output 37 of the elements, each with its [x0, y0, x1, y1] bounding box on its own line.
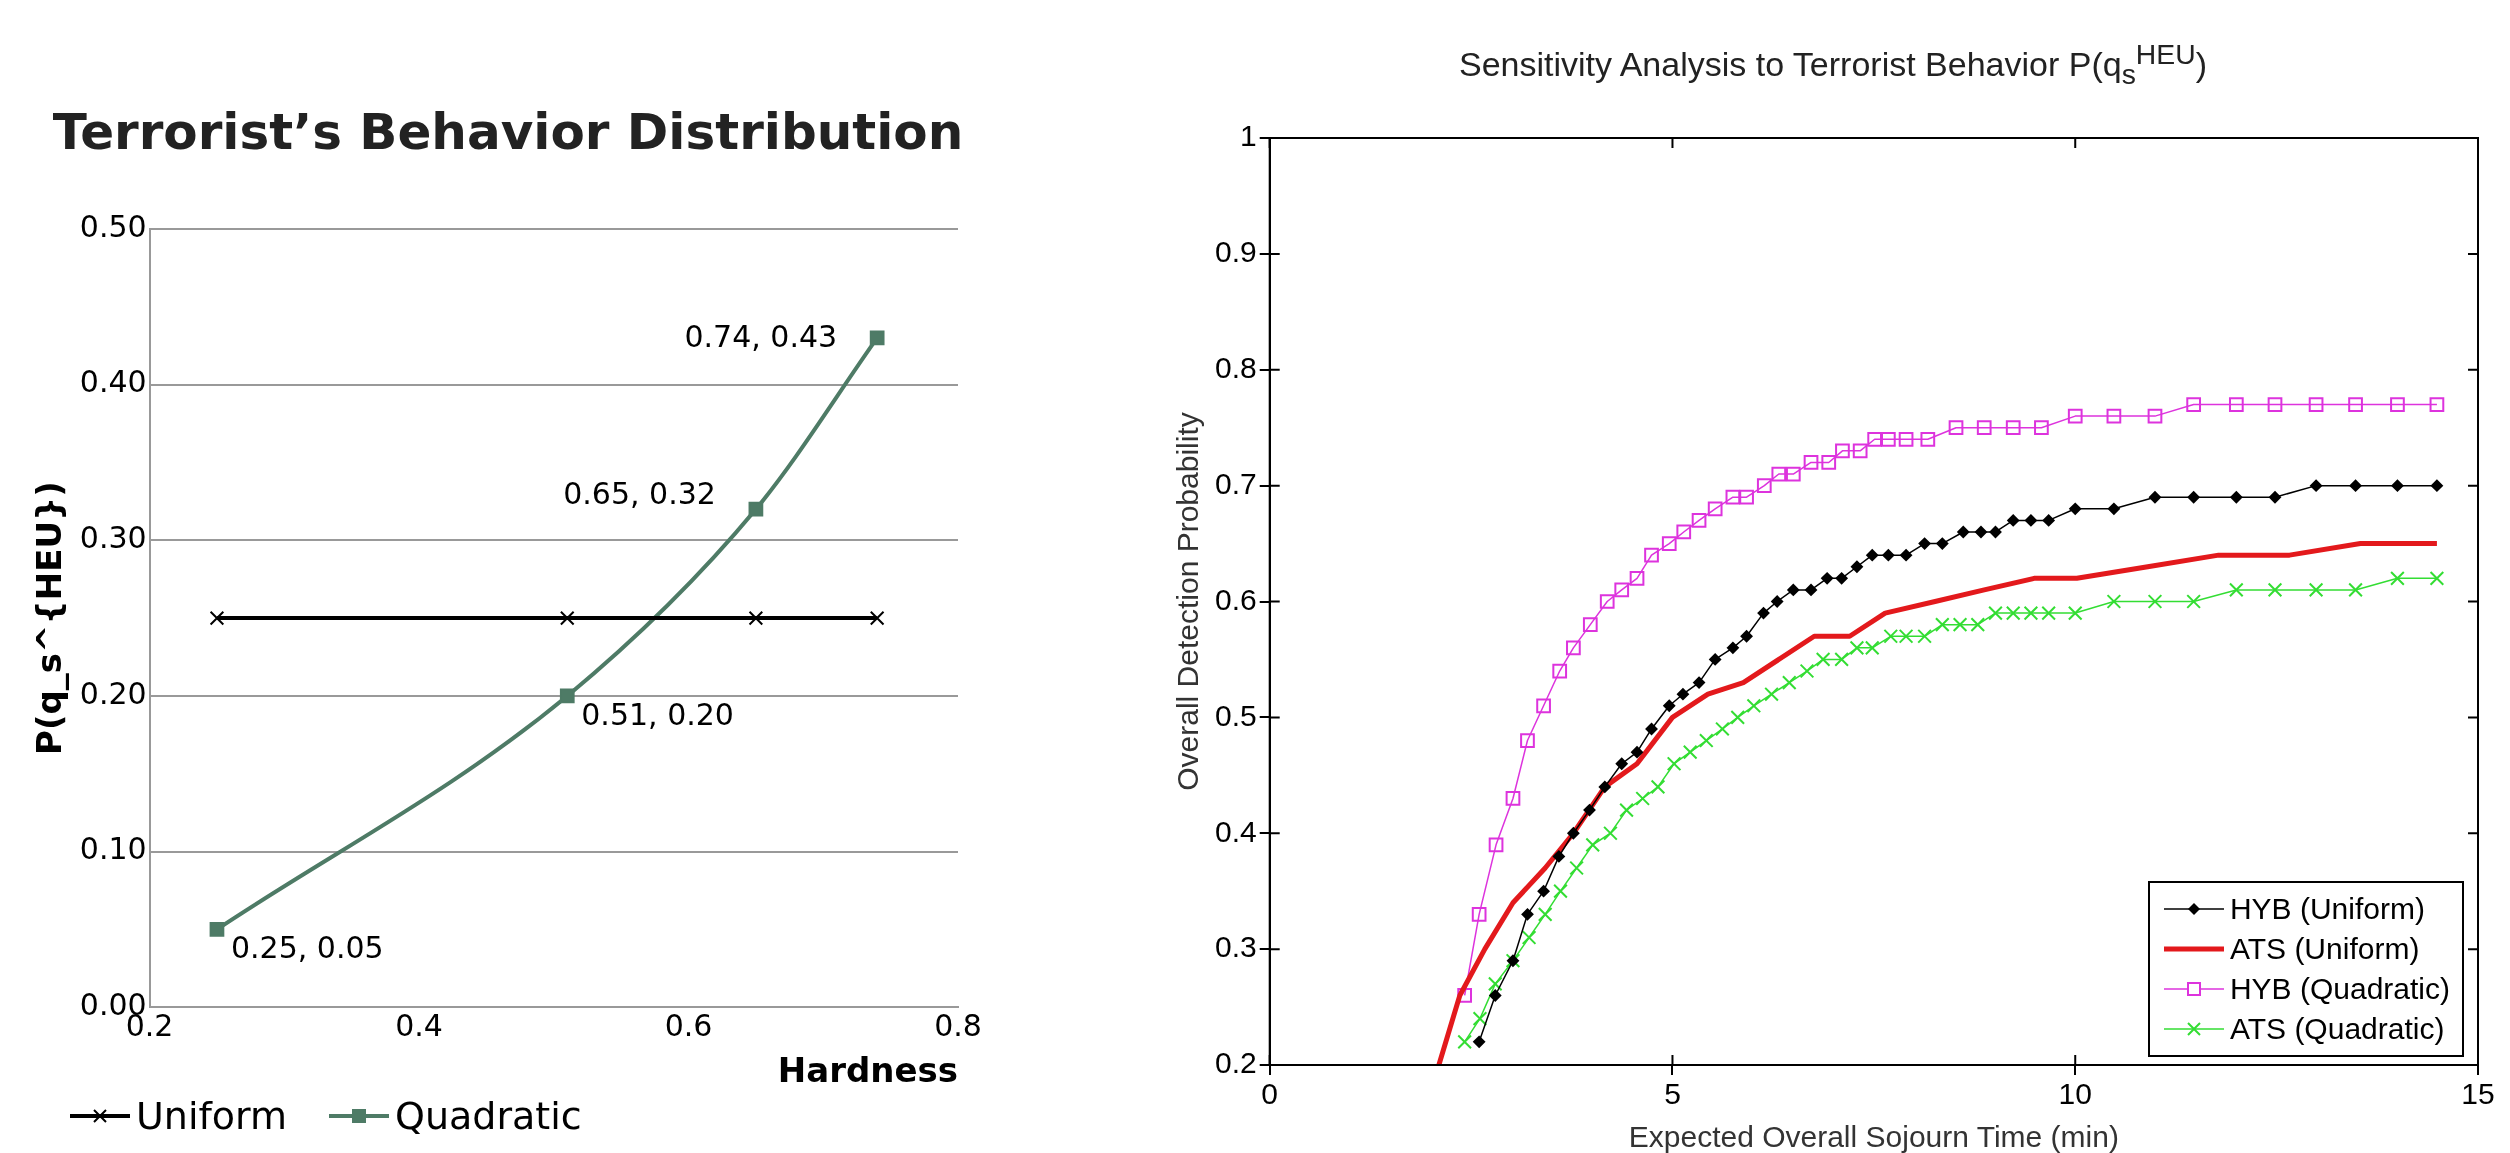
chart-title: Sensitivity Analysis to Terrorist Behavior P(q$_{s}$$^{HEU}$) — [1458, 38, 2208, 92]
x-tick-label: 0.8 — [934, 1008, 982, 1043]
y-tick-label: 0.5 — [1214, 698, 1257, 732]
y-tick-label: 0.6 — [1214, 582, 1257, 616]
x-tick-label: 0.4 — [395, 1008, 443, 1043]
x-tick-label: 15 — [2461, 1077, 2495, 1111]
y-tick-label: 0.2 — [1214, 1046, 1257, 1080]
y-axis-title: P(q_s^{HEU}) — [29, 481, 70, 755]
data-label: 0.65, 0.32 — [563, 475, 716, 511]
y-tick-label: 0.9 — [1214, 235, 1257, 269]
y-axis-title: Overall Detection Probability — [1171, 412, 1205, 791]
data-label: 0.74, 0.43 — [684, 318, 838, 354]
legend-label: HYB (Uniform) — [2229, 891, 2425, 927]
legend-label: Quadratic — [395, 1094, 582, 1138]
legend-label: ATS (Quadratic) — [2229, 1011, 2445, 1047]
y-tick-label: 0.3 — [1214, 930, 1257, 964]
chart-title: Terrorist’s Behavior Distribution — [51, 103, 965, 161]
y-tick-label: 0.10 — [79, 831, 147, 867]
legend-label: ATS (Uniform) — [2229, 931, 2420, 967]
data-label: 0.51, 0.20 — [581, 696, 734, 732]
y-tick-label: 0.50 — [79, 208, 147, 244]
y-tick-label: 0.30 — [79, 520, 147, 556]
y-tick-label: 0.4 — [1214, 814, 1257, 848]
y-tick-label: 0.7 — [1214, 466, 1257, 500]
x-axis-title: Hardness — [777, 1050, 958, 1091]
y-tick-label: 1 — [1240, 119, 1257, 153]
data-label: 0.25, 0.05 — [230, 930, 384, 966]
x-tick-label: 0.6 — [664, 1008, 713, 1043]
y-tick-label: 0.20 — [79, 675, 147, 711]
x-tick-label: 5 — [1664, 1077, 1681, 1111]
x-tick-label: 0 — [1261, 1077, 1279, 1111]
y-tick-label: 0.40 — [79, 364, 147, 400]
x-tick-label: 10 — [2058, 1077, 2092, 1111]
x-axis-title: Expected Overall Sojourn Time (min) — [1628, 1120, 2119, 1153]
y-tick-label: 0.8 — [1214, 351, 1257, 385]
legend-label: HYB (Quadratic) — [2229, 971, 2450, 1007]
legend-label: Uniform — [136, 1094, 288, 1138]
